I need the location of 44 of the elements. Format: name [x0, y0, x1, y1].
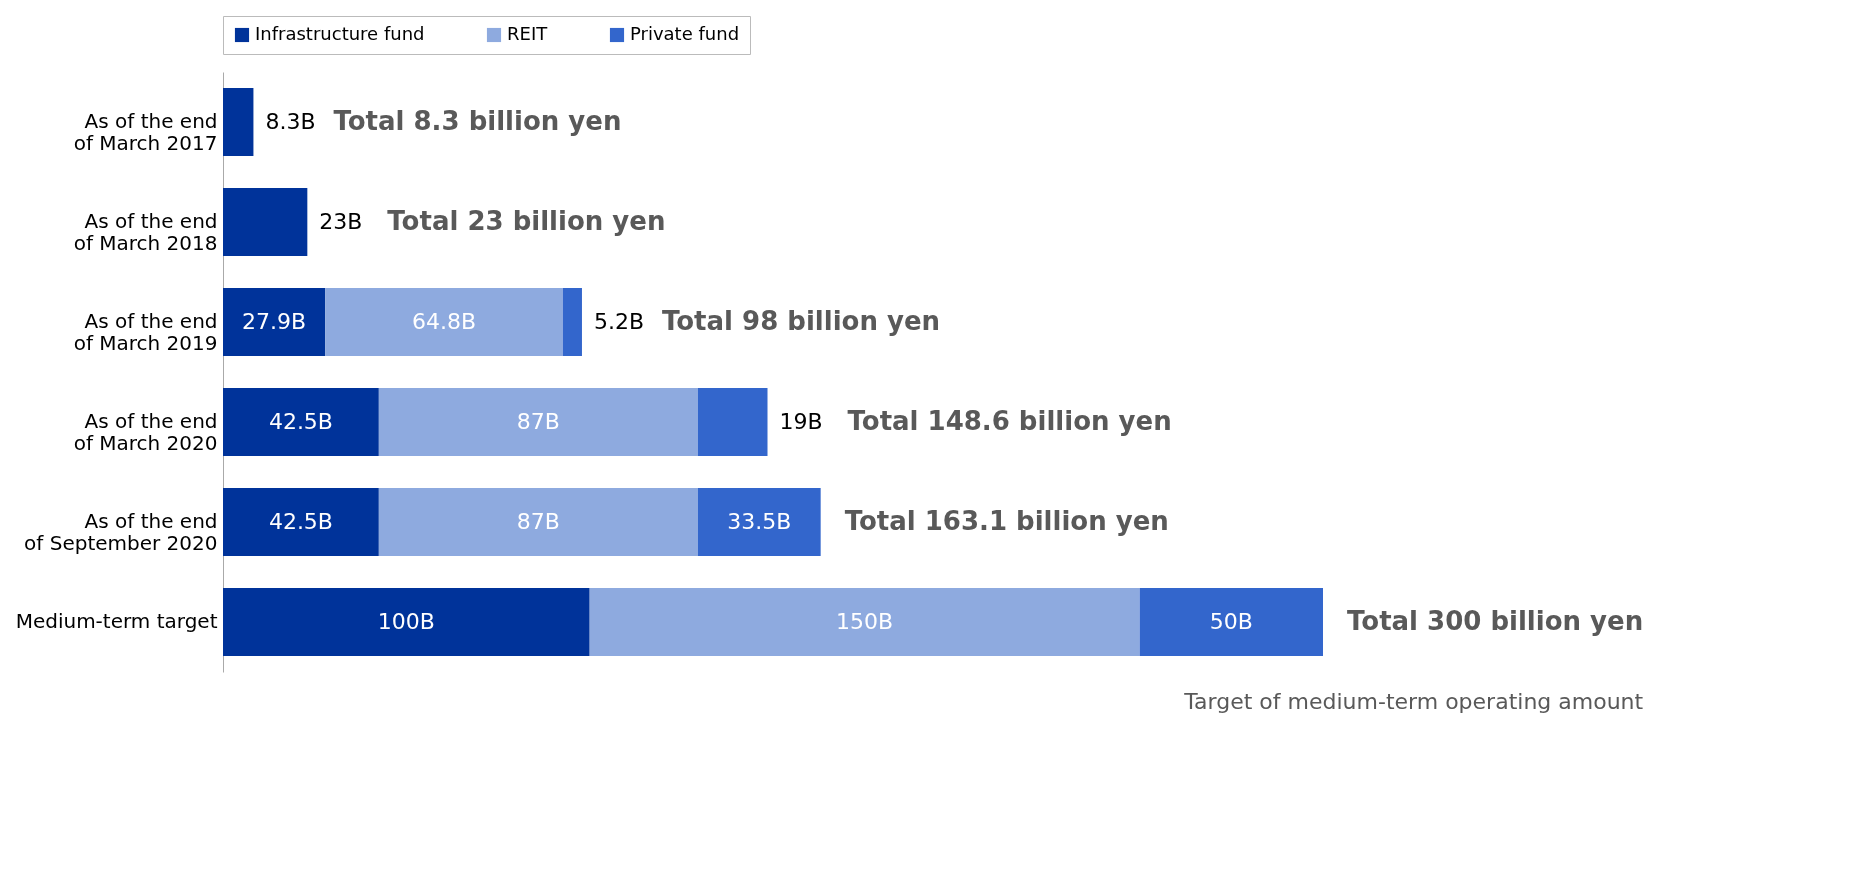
data-label: 27.9B	[242, 309, 307, 334]
data-label: 87B	[516, 409, 560, 434]
data-label: 87B	[516, 509, 560, 534]
total-label: Total 8.3 billion yen	[333, 106, 622, 136]
data-label: 42.5B	[268, 509, 333, 534]
bar	[562, 288, 582, 356]
bar	[223, 88, 254, 156]
y-tick-label: As of the end of March 2018	[73, 209, 218, 255]
data-label: 50B	[1209, 609, 1253, 634]
bar	[378, 488, 698, 556]
data-label: 42.5B	[268, 409, 333, 434]
y-tick-label: As of the end of September 2020	[24, 509, 218, 555]
bar	[325, 288, 563, 356]
data-label: 23B	[319, 209, 363, 234]
bar	[223, 288, 326, 356]
data-label: 64.8B	[412, 309, 477, 334]
bar	[223, 188, 308, 256]
bar	[223, 488, 379, 556]
data-label: 8.3B	[265, 109, 316, 134]
y-tick-label: As of the end of March 2019	[73, 309, 218, 355]
legend-label: Infrastructure fund	[255, 23, 425, 44]
bar	[223, 588, 590, 656]
bar	[378, 388, 698, 456]
total-label: Total 98 billion yen	[661, 306, 941, 336]
bar	[223, 388, 379, 456]
legend-label: REIT	[507, 23, 549, 44]
total-label: Total 148.6 billion yen	[847, 406, 1172, 436]
bar	[697, 488, 821, 556]
text: Target of medium-term operating amount	[1183, 689, 1644, 714]
y-tick-label: As of the end of March 2020	[73, 409, 218, 455]
bar	[1139, 588, 1323, 656]
y-tick-label: As of the end of March 2017	[73, 109, 218, 155]
data-label: 150B	[836, 609, 894, 634]
data-label: 19B	[779, 409, 823, 434]
total-label: Total 23 billion yen	[387, 206, 666, 236]
data-label: 33.5B	[727, 509, 792, 534]
data-label: 5.2B	[593, 309, 645, 334]
data-label: 100B	[377, 609, 435, 634]
bar	[589, 588, 1140, 656]
legend-label: Private fund	[630, 23, 740, 44]
y-tick-label: Medium-term target	[15, 609, 218, 633]
total-label: Total 163.1 billion yen	[844, 506, 1169, 536]
total-label: Total 300 billion yen	[1347, 606, 1644, 636]
bar	[697, 388, 768, 456]
